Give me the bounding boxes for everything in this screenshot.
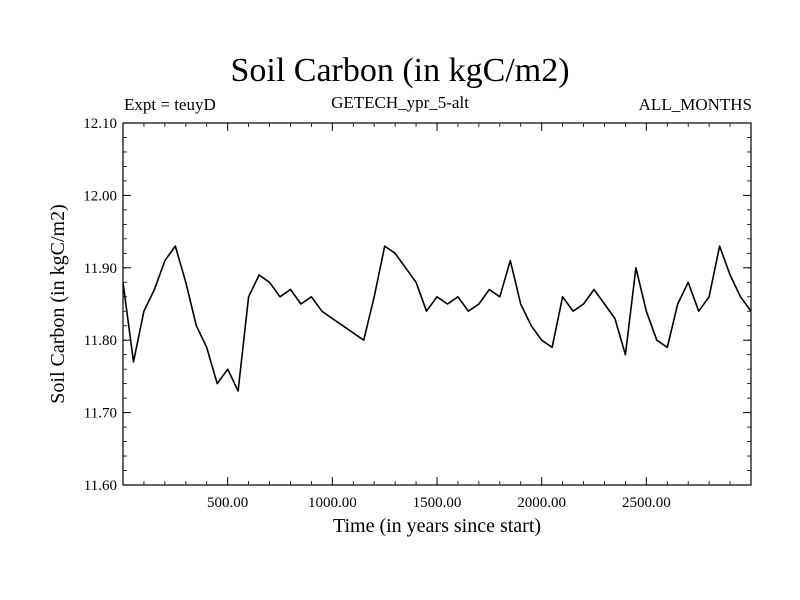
y-tick-label: 11.70 [84, 406, 117, 422]
chart-subtitle: GETECH_ypr_5-alt [331, 93, 469, 112]
x-tick-label: 2500.00 [622, 495, 671, 511]
x-tick-label: 500.00 [207, 495, 248, 511]
y-tick-label: 12.10 [83, 116, 117, 132]
experiment-annotation: Expt = teuyD [124, 95, 216, 114]
y-tick-label: 12.00 [83, 188, 117, 204]
chart-title: Soil Carbon (in kgC/m2) [230, 52, 570, 89]
x-tick-label: 2000.00 [517, 495, 566, 511]
y-axis-label: Soil Carbon (in kgC/m2) [47, 204, 69, 403]
x-tick-label: 1500.00 [413, 495, 462, 511]
series-line [122, 245, 752, 392]
x-tick-label: 1000.00 [308, 495, 357, 511]
y-tick-label: 11.80 [84, 333, 117, 349]
y-tick-label: 11.90 [84, 261, 117, 277]
plot-frame [122, 122, 752, 486]
x-axis-label: Time (in years since start) [333, 515, 541, 537]
series-layer [122, 245, 752, 392]
y-tick-label: 11.60 [84, 478, 117, 494]
months-annotation: ALL_MONTHS [638, 95, 752, 114]
ticks-layer: 11.60 11.70 11.80 11.90 12.00 12.10 500.00 1000… [83, 116, 751, 511]
